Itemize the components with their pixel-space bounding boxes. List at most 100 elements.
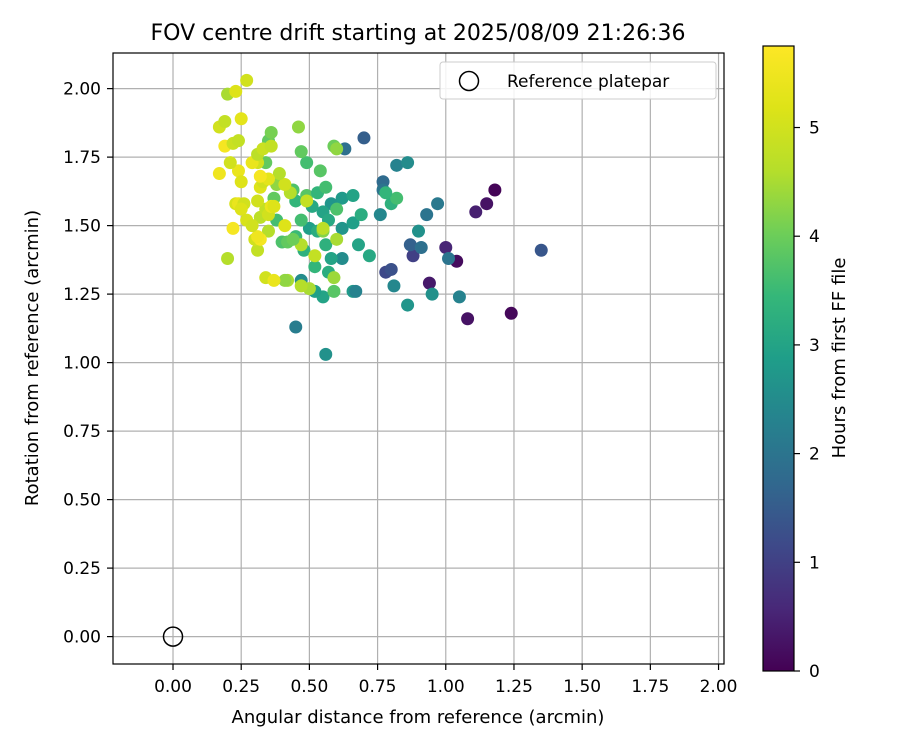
data-point <box>316 221 330 235</box>
data-point <box>286 232 300 246</box>
data-point <box>403 238 417 252</box>
data-point <box>480 197 494 211</box>
data-point <box>231 164 245 178</box>
data-point <box>251 243 265 257</box>
data-point <box>221 251 235 265</box>
y-tick-label: 2.00 <box>63 80 101 100</box>
colorbar-ticks: 0 1 2 3 4 5 <box>794 119 820 682</box>
legend: Reference platepar <box>439 61 717 100</box>
data-point <box>504 306 518 320</box>
colorbar-tick-label: 1 <box>809 553 820 573</box>
data-point <box>469 205 483 219</box>
data-point <box>346 216 360 230</box>
data-point <box>272 167 286 181</box>
data-point <box>346 188 360 202</box>
x-axis-ticks: 0.00 0.25 0.50 0.75 1.00 1.25 1.50 1.75 2.00 <box>154 664 737 697</box>
data-point <box>379 186 393 200</box>
data-point <box>534 243 548 257</box>
data-point <box>335 251 349 265</box>
y-tick-label: 1.50 <box>63 217 101 237</box>
data-point <box>401 156 415 170</box>
data-point <box>245 219 259 233</box>
data-points <box>212 73 548 361</box>
x-tick-label: 1.25 <box>495 677 533 697</box>
data-point <box>234 112 248 126</box>
data-point <box>234 175 248 189</box>
data-point <box>384 262 398 276</box>
data-point <box>278 178 292 192</box>
data-point <box>278 273 292 287</box>
data-point <box>422 276 436 290</box>
y-tick-label: 0.25 <box>63 559 101 579</box>
data-point <box>319 180 333 194</box>
y-tick-label: 0.00 <box>63 628 101 648</box>
y-tick-label: 0.75 <box>63 422 101 442</box>
colorbar-tick-label: 5 <box>809 119 820 139</box>
data-point <box>461 312 475 326</box>
colorbar-tick-label: 4 <box>809 227 820 247</box>
y-tick-label: 1.25 <box>63 285 101 305</box>
data-point <box>267 273 281 287</box>
data-point <box>390 158 404 172</box>
y-tick-label: 0.50 <box>63 491 101 511</box>
colorbar-tick-label: 3 <box>809 336 820 356</box>
data-point <box>330 232 344 246</box>
data-point <box>229 84 243 98</box>
data-point <box>412 224 425 238</box>
data-point <box>267 199 281 213</box>
data-point <box>218 114 232 128</box>
colorbar: 0 1 2 3 4 5 Hours from first FF file <box>762 45 850 682</box>
data-point <box>294 213 308 227</box>
data-point <box>319 347 333 361</box>
data-point <box>373 208 387 222</box>
legend-marker <box>458 70 480 92</box>
data-point <box>300 156 314 170</box>
data-point <box>289 320 303 334</box>
data-point <box>251 194 265 208</box>
data-point <box>351 238 365 252</box>
data-point <box>253 169 267 183</box>
grid <box>113 53 724 664</box>
x-tick-label: 1.00 <box>427 677 465 697</box>
data-point <box>294 279 308 293</box>
x-tick-label: 0.00 <box>154 677 192 697</box>
data-point <box>226 221 240 235</box>
data-point <box>357 131 371 145</box>
data-point <box>264 139 278 153</box>
data-point <box>231 134 245 148</box>
x-tick-label: 1.75 <box>631 677 669 697</box>
data-point <box>390 191 404 205</box>
legend-box <box>439 61 717 100</box>
data-point <box>488 183 502 197</box>
x-tick-label: 1.50 <box>563 677 601 697</box>
data-point <box>420 208 434 222</box>
data-point <box>431 197 445 211</box>
reference-point <box>162 626 184 647</box>
x-tick-label: 0.50 <box>290 677 328 697</box>
x-axis-label: Angular distance from reference (arcmin) <box>232 707 605 728</box>
data-point <box>335 191 349 205</box>
data-point <box>387 279 401 293</box>
data-point <box>439 241 453 255</box>
x-tick-label: 0.25 <box>222 677 260 697</box>
data-point <box>425 287 439 301</box>
plot-frame <box>112 52 725 665</box>
data-point <box>452 290 466 304</box>
y-axis-label: Rotation from reference (arcmin) <box>22 210 43 506</box>
data-point <box>264 125 278 139</box>
data-point <box>354 208 368 222</box>
chart-title: FOV centre drift starting at 2025/08/09 … <box>151 21 686 46</box>
legend-label: Reference platepar <box>507 72 669 92</box>
data-point <box>442 251 456 265</box>
data-point <box>212 167 226 181</box>
data-point <box>330 142 344 156</box>
data-point <box>319 238 333 252</box>
y-tick-label: 1.00 <box>63 354 101 374</box>
data-point <box>234 202 248 216</box>
data-point <box>251 230 265 244</box>
data-point <box>308 249 322 263</box>
data-point <box>330 202 344 216</box>
colorbar-gradient <box>762 45 795 672</box>
data-point <box>406 249 420 263</box>
